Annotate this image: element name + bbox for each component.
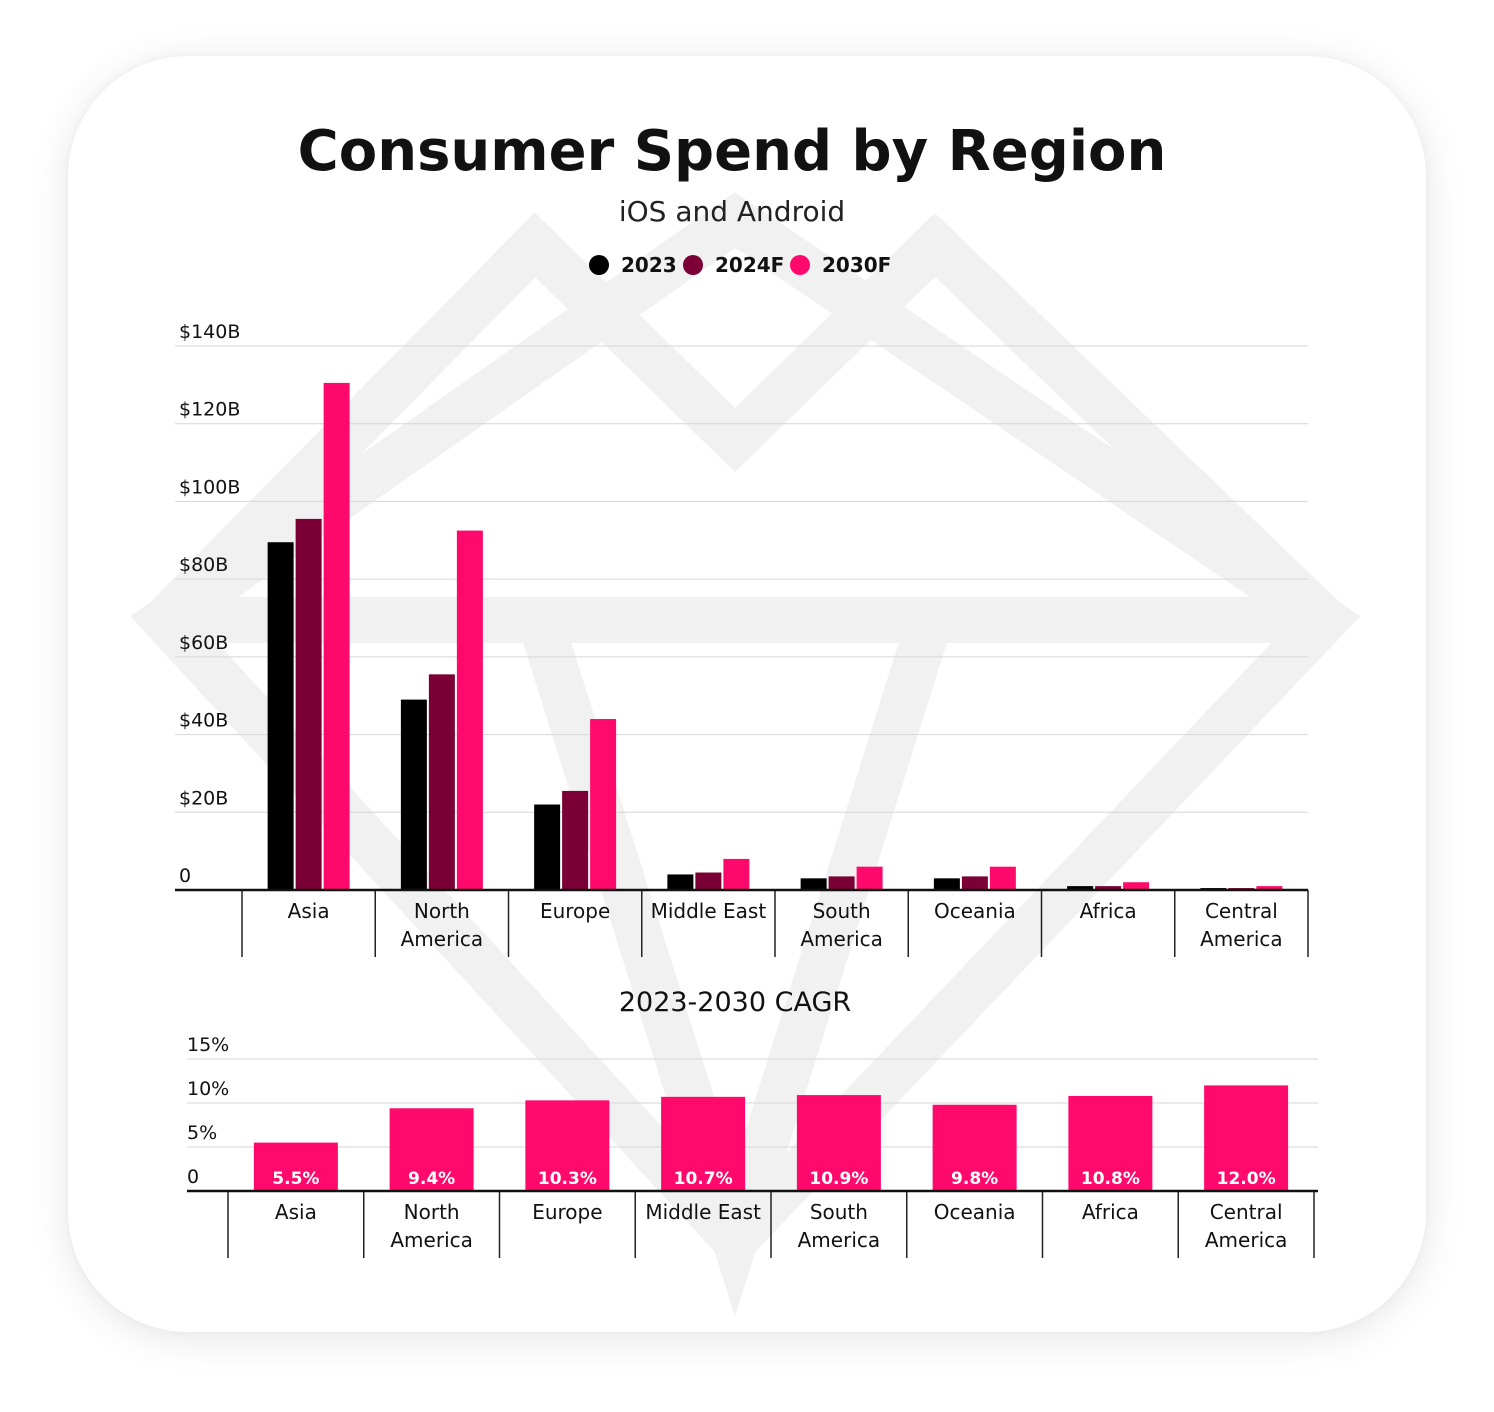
x-tick-label: Oceania: [934, 1200, 1016, 1224]
cagr-bar-europe: [525, 1100, 610, 1191]
y-tick-label: 5%: [187, 1122, 217, 1144]
bar-oceania-2024f: [961, 876, 988, 890]
x-tick-label: Central: [1210, 1200, 1283, 1224]
x-tick-label: Middle East: [651, 899, 767, 923]
cagr-bar-asia: [253, 1142, 338, 1191]
x-tick-label: America: [1205, 1228, 1288, 1252]
bar-north-america-2024f: [428, 674, 455, 890]
y-tick-label: $100B: [179, 476, 240, 498]
cagr-value-label: 9.4%: [408, 1169, 455, 1189]
cagr-value-label: 10.8%: [1081, 1169, 1140, 1189]
y-tick-label: 15%: [187, 1034, 229, 1056]
x-tick-label: South: [810, 1200, 868, 1224]
y-tick-label: 10%: [187, 1078, 229, 1100]
bar-middle-east-2030f: [723, 858, 750, 890]
cagr-bar-chart: 0 5% 10% 15% 5.5% Asia 9.4% North America 10.3% Eu…: [187, 1034, 1318, 1258]
bar-middle-east-2023: [667, 874, 694, 890]
bar-africa-2030f: [1123, 882, 1150, 890]
bar-asia-2023: [267, 542, 294, 890]
cagr-bar-north-america: [389, 1108, 474, 1191]
cagr-value-label: 10.3%: [538, 1169, 597, 1189]
x-tick-label: America: [390, 1228, 473, 1252]
x-tick-label: North: [404, 1200, 460, 1224]
cagr-value-label: 5.5%: [272, 1169, 319, 1189]
cagr-value-label: 10.9%: [809, 1169, 868, 1189]
x-tick-label: America: [798, 1228, 881, 1252]
x-tick-label: America: [1200, 927, 1283, 951]
x-tick-label: South: [813, 899, 871, 923]
legend: 2023 2024F 2030F: [589, 253, 891, 277]
cagr-value-label: 10.7%: [674, 1169, 733, 1189]
cagr-value-label: 12.0%: [1217, 1169, 1276, 1189]
bar-europe-2030f: [590, 719, 617, 890]
y-tick-label: $60B: [179, 632, 228, 654]
y-tick-label: $80B: [179, 554, 228, 576]
cagr-bar-south-america: [796, 1095, 881, 1191]
x-tick-label: North: [414, 899, 470, 923]
bar-oceania-2023: [933, 878, 960, 890]
y-tick-label: 0: [179, 865, 191, 887]
legend-item-2030f: 2030F: [790, 253, 891, 277]
x-tick-label: Europe: [540, 899, 610, 923]
bar-middle-east-2024f: [695, 872, 722, 890]
y-tick-label: $120B: [179, 399, 240, 421]
chart-card: [68, 56, 1426, 1332]
bar-south-america-2023: [800, 878, 827, 890]
legend-label: 2030F: [822, 253, 891, 277]
y-tick-label: 0: [187, 1166, 199, 1188]
main-bar-chart: 0 $20B $40B $60B $80B $100B $120B $140B Asia Nort…: [175, 321, 1309, 957]
bar-asia-2030f: [323, 382, 350, 890]
x-tick-label: Oceania: [934, 899, 1016, 923]
cagr-bar-middle-east: [661, 1096, 746, 1191]
x-tick-label: America: [800, 927, 883, 951]
bar-oceania-2030f: [989, 866, 1016, 890]
x-tick-label: Asia: [288, 899, 330, 923]
x-tick-label: Africa: [1082, 1200, 1139, 1224]
legend-marker: [790, 255, 810, 275]
bar-south-america-2024f: [828, 876, 855, 890]
bar-africa-2023: [1067, 886, 1094, 890]
cagr-value-label: 9.8%: [951, 1169, 998, 1189]
bar-africa-2024f: [1095, 886, 1122, 890]
chart-title: Consumer Spend by Region: [298, 119, 1167, 184]
x-tick-label: Asia: [275, 1200, 317, 1224]
bar-central-america-2030f: [1256, 886, 1283, 890]
x-tick-label: Middle East: [645, 1200, 761, 1224]
x-tick-label: Central: [1205, 899, 1278, 923]
bar-north-america-2023: [400, 699, 427, 890]
x-tick-label: Europe: [532, 1200, 602, 1224]
legend-item-2023: 2023: [589, 253, 677, 277]
legend-label: 2024F: [715, 253, 784, 277]
y-tick-label: $140B: [179, 321, 240, 343]
bar-north-america-2030f: [456, 530, 483, 890]
legend-marker: [589, 255, 609, 275]
legend-marker: [683, 255, 703, 275]
x-tick-label: America: [401, 927, 484, 951]
bar-europe-2023: [534, 804, 561, 890]
bar-europe-2024f: [562, 790, 589, 890]
chart-subtitle: iOS and Android: [619, 195, 845, 228]
cagr-bar-africa: [1068, 1095, 1153, 1191]
cagr-bar-central-america: [1204, 1085, 1289, 1191]
bar-asia-2024f: [295, 518, 322, 890]
bar-south-america-2030f: [856, 866, 883, 890]
cagr-bar-oceania: [932, 1104, 1017, 1191]
cagr-title: 2023-2030 CAGR: [619, 987, 851, 1018]
legend-item-2024f: 2024F: [683, 253, 784, 277]
x-tick-label: Africa: [1080, 899, 1137, 923]
y-tick-label: $20B: [179, 787, 228, 809]
legend-label: 2023: [621, 253, 677, 277]
y-tick-label: $40B: [179, 710, 228, 732]
